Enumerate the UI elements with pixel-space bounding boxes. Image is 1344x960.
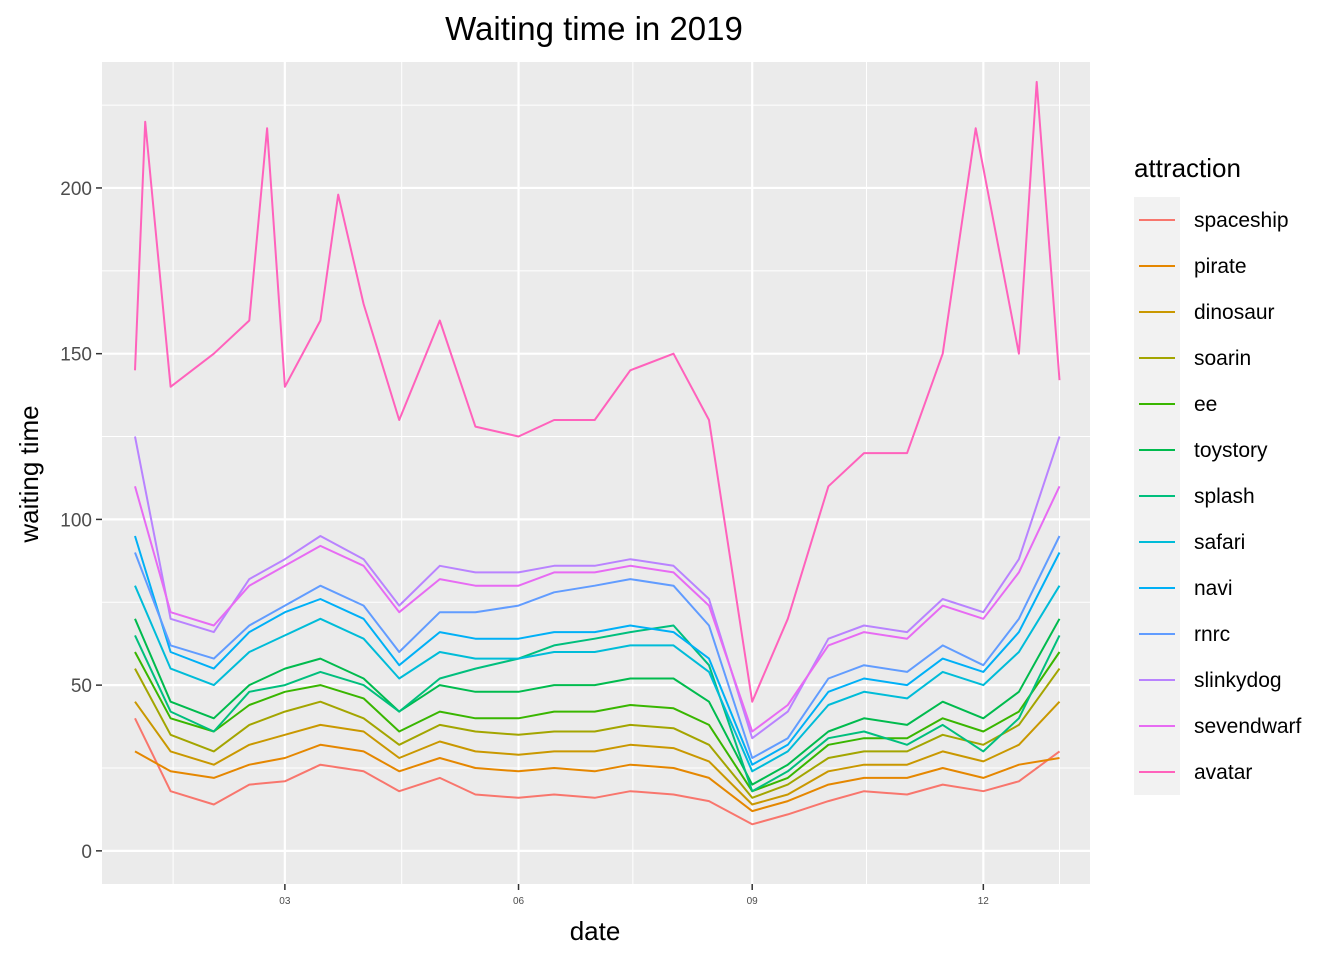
series-line-soarin xyxy=(134,668,1061,799)
series-line-spaceship xyxy=(134,717,1061,826)
x-tick-label: 03 xyxy=(279,896,291,907)
legend-label: pirate xyxy=(1194,255,1247,278)
series-line-ee xyxy=(134,651,1061,793)
legend-label: dinosaur xyxy=(1194,301,1275,324)
chart-title: Waiting time in 2019 xyxy=(445,10,743,47)
legend: attraction spaceship pirate dinosaur soarin… xyxy=(1134,153,1302,795)
plot-panel xyxy=(102,62,1090,884)
x-axis: 03 06 09 12 xyxy=(279,884,989,907)
legend-label: slinkydog xyxy=(1194,669,1282,692)
y-tick-label: 50 xyxy=(71,676,92,697)
y-tick-label: 100 xyxy=(60,510,92,531)
x-tick-label: 12 xyxy=(978,896,990,907)
legend-label: splash xyxy=(1194,485,1255,508)
y-tick-label: 0 xyxy=(81,842,92,863)
series-line-dinosaur xyxy=(134,701,1061,806)
x-tick-label: 09 xyxy=(747,896,759,907)
x-axis-title: date xyxy=(570,916,621,946)
y-tick-label: 150 xyxy=(60,345,92,366)
series-line-splash xyxy=(134,624,1061,793)
y-tick-label: 200 xyxy=(60,179,92,200)
legend-label: rnrc xyxy=(1194,623,1230,646)
x-tick-label: 06 xyxy=(513,896,525,907)
series-line-sevendwarf xyxy=(134,485,1061,733)
series-line-pirate xyxy=(134,743,1060,813)
series-line-rnrc xyxy=(134,535,1061,759)
y-axis-title: waiting time xyxy=(14,405,44,543)
legend-title: attraction xyxy=(1134,153,1241,183)
series-line-toystory xyxy=(134,618,1061,786)
series-line-navi xyxy=(134,535,1061,766)
legend-label: safari xyxy=(1194,531,1245,554)
legend-label: navi xyxy=(1194,577,1233,600)
series-line-avatar xyxy=(134,80,1061,703)
panel-background xyxy=(102,62,1090,884)
y-axis: 0 50 100 150 200 xyxy=(60,179,102,863)
legend-label: spaceship xyxy=(1194,209,1289,232)
legend-label: sevendwarf xyxy=(1194,715,1302,738)
legend-label: soarin xyxy=(1194,347,1251,370)
legend-label: avatar xyxy=(1194,761,1252,784)
legend-label: toystory xyxy=(1194,439,1268,462)
legend-label: ee xyxy=(1194,393,1217,416)
series-line-slinkydog xyxy=(134,436,1061,740)
series-line-safari xyxy=(134,585,1061,773)
